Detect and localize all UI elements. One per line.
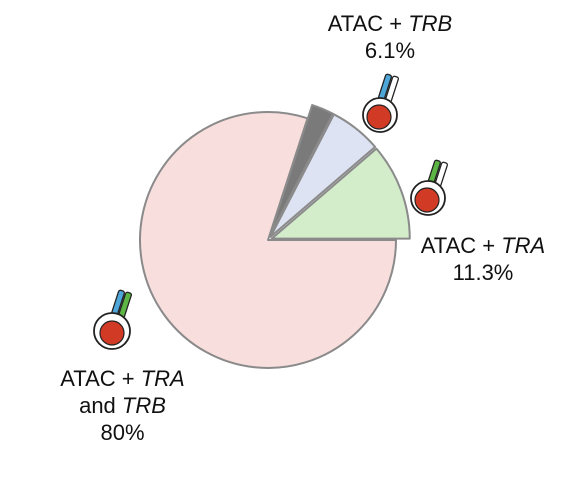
label-trb-prefix: ATAC + bbox=[327, 11, 409, 36]
label-tra-gene: TRA bbox=[501, 233, 546, 258]
pie-slice-other bbox=[268, 104, 334, 238]
label-tra-trb-percent: 80% bbox=[100, 420, 145, 445]
label-tra-trb-joiner: and bbox=[79, 393, 122, 418]
label-tra-percent: 11.3% bbox=[452, 260, 514, 285]
pie-slices bbox=[139, 104, 411, 369]
label-tra-prefix: ATAC + bbox=[420, 233, 502, 258]
cell-nucleus-icon bbox=[366, 104, 392, 130]
label-tra: ATAC + TRA 11.3% bbox=[393, 232, 573, 286]
cell-icon-tra-trb bbox=[93, 289, 133, 350]
label-tra-trb-title: ATAC + TRA bbox=[30, 365, 215, 392]
label-trb-gene: TRB bbox=[408, 11, 453, 36]
cell-nucleus-icon bbox=[414, 187, 440, 213]
label-tra-trb-gene: TRA bbox=[140, 366, 185, 391]
label-tra-trb: ATAC + TRA and TRB 80% bbox=[30, 365, 215, 446]
cell-nucleus-icon bbox=[99, 320, 125, 346]
label-trb-percent: 6.1% bbox=[364, 38, 416, 63]
label-trb: ATAC + TRB 6.1% bbox=[300, 10, 480, 64]
pie-slice-tra-trb bbox=[139, 111, 397, 369]
pie-slice-tra bbox=[270, 147, 411, 240]
pie-slice-trb bbox=[269, 113, 377, 238]
label-tra-title: ATAC + TRA bbox=[393, 232, 573, 259]
label-tra-trb-gene2: TRB bbox=[121, 393, 166, 418]
cell-icon-tra bbox=[410, 159, 449, 216]
label-tra-trb-prefix: ATAC + bbox=[60, 366, 141, 391]
label-tra-trb-line2: and TRB bbox=[30, 392, 215, 419]
cell-icon-trb bbox=[362, 73, 400, 133]
label-trb-title: ATAC + TRB bbox=[300, 10, 480, 37]
